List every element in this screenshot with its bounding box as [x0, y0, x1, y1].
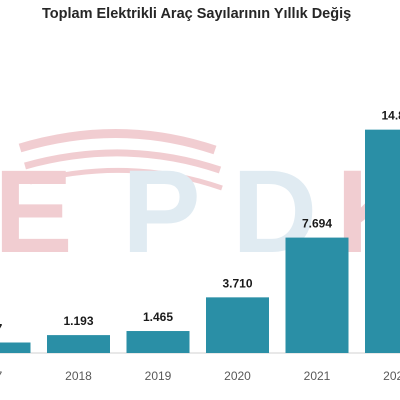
bar-2022 — [365, 129, 400, 353]
data-label-2019: 1.465 — [143, 310, 173, 324]
x-tick-2019: 2019 — [145, 369, 172, 383]
data-label-2022: 14.89 — [381, 109, 400, 123]
bar-2018 — [47, 335, 110, 353]
data-label-2020: 3.710 — [222, 276, 252, 290]
bar-2017 — [0, 342, 31, 353]
data-label-2021: 7.694 — [302, 217, 332, 231]
x-tick-2017: 7 — [0, 369, 3, 383]
bar-2021 — [285, 237, 349, 353]
x-tick-2021: 2021 — [304, 369, 331, 383]
svg-text:P: P — [122, 146, 201, 278]
x-tick-2020: 2020 — [224, 369, 251, 383]
svg-text:E: E — [0, 146, 73, 278]
x-tick-2018: 2018 — [65, 369, 92, 383]
chart-title: Toplam Elektrikli Araç Sayılarının Yıllı… — [42, 6, 352, 22]
bar-2020 — [206, 297, 269, 353]
data-label-2017: 7 — [0, 322, 3, 336]
data-label-2018: 1.193 — [63, 314, 93, 328]
x-tick-2022: 2022 — [383, 369, 400, 383]
bar-2019 — [126, 331, 190, 353]
